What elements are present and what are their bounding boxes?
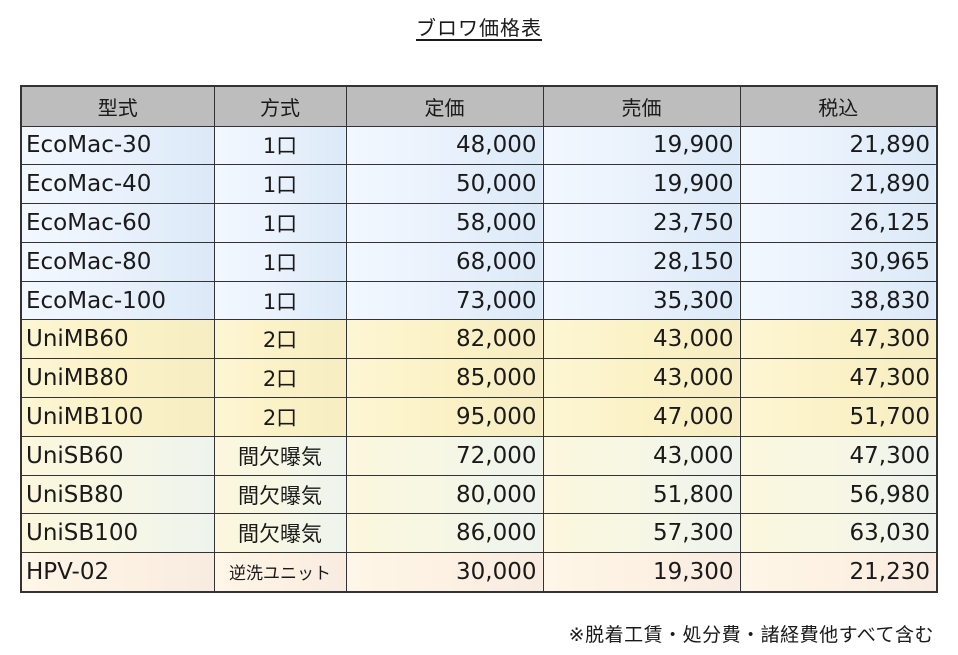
cell-tax-included: 47,300 xyxy=(739,319,938,360)
cell-method: 逆洗ユニット xyxy=(213,552,347,593)
cell-sale-price: 43,000 xyxy=(542,319,741,360)
cell-tax-included: 51,700 xyxy=(739,397,938,437)
cell-method: 間欠曝気 xyxy=(213,474,347,515)
cell-sale-price: 35,300 xyxy=(542,280,741,321)
cell-sale-price: 28,150 xyxy=(542,241,741,282)
cell-model: EcoMac-60 xyxy=(20,203,215,243)
cell-list-price: 48,000 xyxy=(345,125,544,166)
table-row: EcoMac-40 1口 50,000 19,900 21,890 xyxy=(20,164,938,205)
page-title: ブロワ価格表 xyxy=(416,16,542,40)
cell-method: 2口 xyxy=(213,358,347,399)
table-row: UniSB60 間欠曝気 72,000 43,000 47,300 xyxy=(20,435,938,476)
cell-tax-included: 47,300 xyxy=(739,358,938,399)
cell-method: 1口 xyxy=(213,203,347,243)
cell-model: UniMB80 xyxy=(20,358,215,399)
cell-list-price: 85,000 xyxy=(345,358,544,399)
header-model: 型式 xyxy=(20,85,215,127)
cell-tax-included: 38,830 xyxy=(739,280,938,321)
table-row: HPV-02 逆洗ユニット 30,000 19,300 21,230 xyxy=(20,552,938,593)
cell-tax-included: 21,890 xyxy=(739,125,938,166)
cell-sale-price: 43,000 xyxy=(542,358,741,399)
cell-method: 1口 xyxy=(213,280,347,321)
footnote: ※脱着工賃・処分費・諸経費他すべて含む xyxy=(568,624,934,646)
table-row: UniSB100 間欠曝気 86,000 57,300 63,030 xyxy=(20,513,938,554)
header-list-price: 定価 xyxy=(345,85,544,127)
table-row: UniMB100 2口 95,000 47,000 51,700 xyxy=(20,397,938,437)
cell-list-price: 50,000 xyxy=(345,164,544,205)
cell-model: UniSB60 xyxy=(20,435,215,476)
cell-sale-price: 23,750 xyxy=(542,203,741,243)
cell-model: UniSB80 xyxy=(20,474,215,515)
cell-sale-price: 51,800 xyxy=(542,474,741,515)
cell-model: EcoMac-80 xyxy=(20,241,215,282)
header-tax-included: 税込 xyxy=(739,85,938,127)
cell-model: UniMB100 xyxy=(20,397,215,437)
cell-tax-included: 21,230 xyxy=(739,552,938,593)
cell-tax-included: 47,300 xyxy=(739,435,938,476)
table-row: EcoMac-30 1口 48,000 19,900 21,890 xyxy=(20,125,938,166)
cell-sale-price: 57,300 xyxy=(542,513,741,554)
cell-method: 2口 xyxy=(213,319,347,360)
cell-method: 2口 xyxy=(213,397,347,437)
cell-sale-price: 19,300 xyxy=(542,552,741,593)
table-row: UniMB60 2口 82,000 43,000 47,300 xyxy=(20,319,938,360)
cell-list-price: 86,000 xyxy=(345,513,544,554)
cell-list-price: 80,000 xyxy=(345,474,544,515)
cell-model: HPV-02 xyxy=(20,552,215,593)
cell-tax-included: 30,965 xyxy=(739,241,938,282)
table-body: EcoMac-30 1口 48,000 19,900 21,890 EcoMac-40 1口… xyxy=(20,125,938,593)
table-row: EcoMac-80 1口 68,000 28,150 30,965 xyxy=(20,241,938,282)
cell-list-price: 82,000 xyxy=(345,319,544,360)
header-sale-price: 売価 xyxy=(542,85,741,127)
cell-sale-price: 19,900 xyxy=(542,125,741,166)
cell-list-price: 95,000 xyxy=(345,397,544,437)
cell-list-price: 30,000 xyxy=(345,552,544,593)
cell-sale-price: 43,000 xyxy=(542,435,741,476)
table-row: UniSB80 間欠曝気 80,000 51,800 56,980 xyxy=(20,474,938,515)
cell-sale-price: 47,000 xyxy=(542,397,741,437)
price-table: 型式 方式 定価 売価 税込 EcoMac-30 1口 48,000 19,900 21… xyxy=(20,85,938,593)
cell-method: 1口 xyxy=(213,164,347,205)
cell-model: UniMB60 xyxy=(20,319,215,360)
cell-model: EcoMac-100 xyxy=(20,280,215,321)
cell-method: 1口 xyxy=(213,125,347,166)
cell-list-price: 68,000 xyxy=(345,241,544,282)
table-row: UniMB80 2口 85,000 43,000 47,300 xyxy=(20,358,938,399)
cell-model: EcoMac-40 xyxy=(20,164,215,205)
cell-sale-price: 19,900 xyxy=(542,164,741,205)
cell-tax-included: 21,890 xyxy=(739,164,938,205)
table-row: EcoMac-100 1口 73,000 35,300 38,830 xyxy=(20,280,938,321)
cell-method: 間欠曝気 xyxy=(213,435,347,476)
cell-tax-included: 26,125 xyxy=(739,203,938,243)
cell-tax-included: 63,030 xyxy=(739,513,938,554)
cell-model: EcoMac-30 xyxy=(20,125,215,166)
cell-method: 1口 xyxy=(213,241,347,282)
cell-list-price: 72,000 xyxy=(345,435,544,476)
cell-model: UniSB100 xyxy=(20,513,215,554)
cell-method: 間欠曝気 xyxy=(213,513,347,554)
cell-tax-included: 56,980 xyxy=(739,474,938,515)
table-row: EcoMac-60 1口 58,000 23,750 26,125 xyxy=(20,203,938,243)
cell-list-price: 58,000 xyxy=(345,203,544,243)
cell-list-price: 73,000 xyxy=(345,280,544,321)
header-method: 方式 xyxy=(213,85,347,127)
table-header-row: 型式 方式 定価 売価 税込 xyxy=(20,85,938,127)
